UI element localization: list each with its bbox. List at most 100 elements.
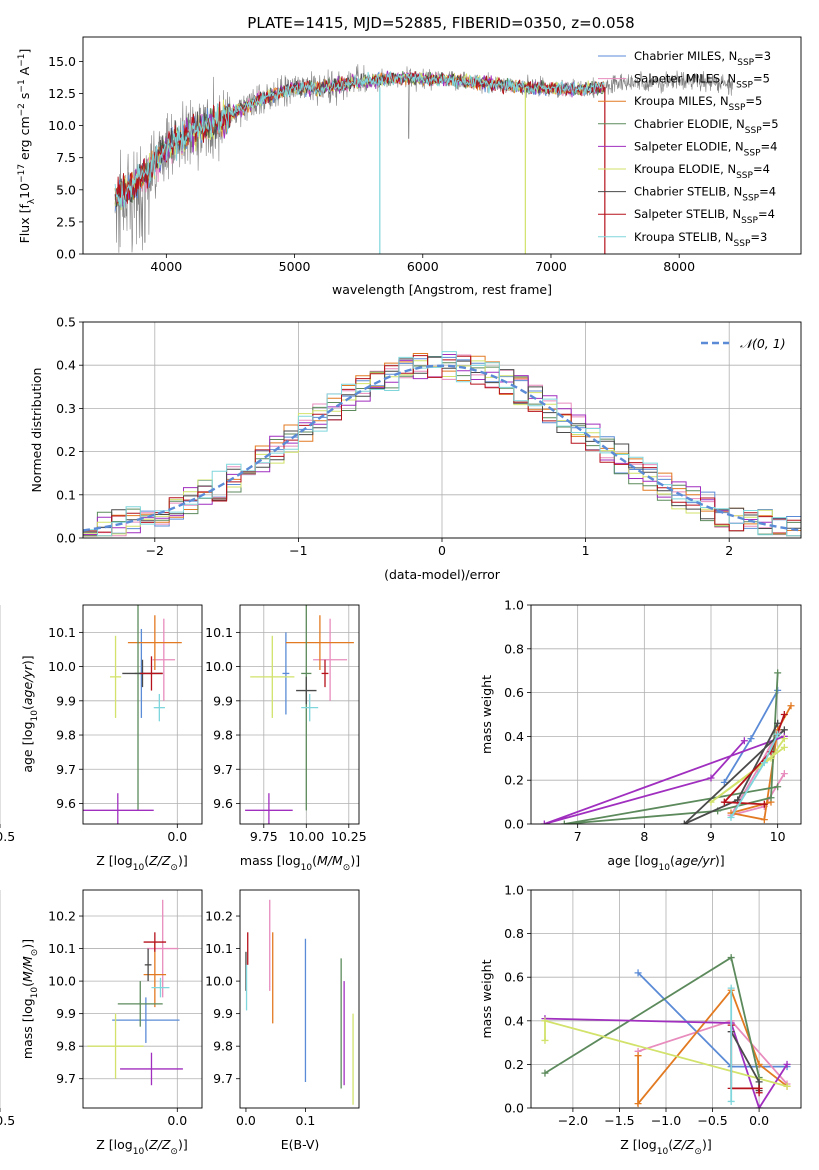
weight-line	[710, 738, 786, 803]
y-tick-label: 10.1	[205, 941, 233, 956]
y-tick-label: 0.4	[504, 729, 524, 744]
axes-frame	[82, 889, 203, 1109]
weight-marker	[774, 730, 782, 738]
legend-entry: Kroupa STELIB, NSSP=3	[634, 230, 767, 249]
x-tick-label: 1	[582, 543, 590, 558]
spectrum-model-kroupa-stelib	[114, 71, 605, 208]
x-tick-label: −2.0	[558, 1113, 588, 1128]
y-tick-label: 0.8	[504, 926, 524, 941]
axes-frame	[239, 889, 360, 1109]
plot-area	[83, 351, 801, 537]
y-tick-label: 12.5	[48, 86, 76, 101]
y-tick-label: 0.2	[504, 1057, 524, 1072]
x-tick-label: −0.5	[0, 1113, 15, 1128]
y-tick-label: 9.9	[213, 693, 233, 708]
weight-marker	[740, 737, 748, 745]
x-tick-label: 8	[640, 829, 648, 844]
y-tick-label: 0.4	[504, 1013, 524, 1028]
x-tick-label: −0.5	[0, 829, 15, 844]
x-tick-label: −0.5	[697, 1113, 727, 1128]
y-tick-label: 9.9	[56, 693, 76, 708]
y-tick-label: 0.6	[504, 685, 524, 700]
y-axis-label: mass weight	[479, 959, 494, 1038]
y-tick-label: 9.7	[213, 762, 233, 777]
weight-marker	[760, 816, 768, 824]
x-tick-label: 0	[438, 543, 446, 558]
axes-frame	[82, 321, 802, 539]
weight-marker	[560, 820, 568, 824]
y-tick-label: 0.4	[56, 358, 76, 373]
weight-line	[683, 722, 785, 824]
axes-frame	[239, 604, 360, 825]
y-tick-label: 0.3	[56, 401, 76, 416]
weight-marker	[783, 1060, 791, 1068]
plot-area	[87, 899, 183, 1086]
legend-entry: Kroupa ELODIE, NSSP=4	[634, 162, 770, 181]
weight-marker	[787, 702, 795, 710]
y-tick-label: 10.1	[48, 941, 76, 956]
y-tick-label: 0.2	[56, 444, 76, 459]
weight-line	[544, 1017, 788, 1108]
x-axis-label: wavelength [Angstrom, rest frame]	[332, 282, 552, 297]
y-tick-label: 1.0	[504, 883, 524, 898]
y-tick-label: 9.7	[213, 1071, 233, 1086]
gaussian-curve	[83, 364, 801, 532]
plot-area	[540, 669, 795, 824]
x-tick-label: −1.0	[651, 1113, 681, 1128]
weight-marker	[747, 735, 755, 743]
chart-mass-EBV: 0.0 0.1 9.7 9.8 9.9 10.0 10.1 10.2	[205, 889, 360, 1128]
y-tick-label: 10.0	[205, 974, 233, 989]
weight-marker	[541, 1036, 549, 1044]
weight-marker	[780, 770, 788, 778]
y-tick-label: 9.7	[56, 762, 76, 777]
y-tick-label: 2.5	[56, 214, 76, 229]
y-tick-label: 9.8	[56, 728, 76, 743]
weight-marker	[774, 783, 782, 791]
y-tick-label: 10.0	[48, 659, 76, 674]
y-tick-label: 10.1	[48, 625, 76, 640]
y-tick-label: 10.1	[205, 625, 233, 640]
axes-frame	[530, 604, 802, 825]
x-tick-label: 7	[574, 829, 582, 844]
y-tick-label: 0.8	[504, 641, 524, 656]
weight-marker	[780, 726, 788, 734]
weight-marker	[720, 798, 728, 806]
y-tick-label: 5.0	[56, 182, 76, 197]
y-tick-label: 9.7	[56, 1071, 76, 1086]
chart-age-Z: −0.5 0.0 9.6 9.7 9.8 9.9 10.0 10.1	[0, 604, 203, 844]
weight-marker	[760, 759, 768, 767]
legend-entry: Salpeter MILES, NSSP=5	[634, 72, 770, 91]
x-tick-label: 7000	[535, 259, 567, 274]
weight-marker	[541, 1069, 549, 1077]
y-tick-label: 10.0	[48, 974, 76, 989]
x-axis-label: Z [log10(Z/Z⊙)]	[96, 853, 187, 873]
plot-area	[245, 899, 354, 1105]
y-tick-label: 9.6	[213, 796, 233, 811]
y-tick-label: 9.6	[56, 796, 76, 811]
x-tick-label: 4000	[150, 259, 182, 274]
y-tick-label: 9.9	[213, 1006, 233, 1021]
weight-marker	[541, 1017, 549, 1025]
chart-spectrum: 4000 5000 6000 7000 8000 0.0 2.5 5.0 7.5 10.0 12.5…	[48, 36, 802, 274]
weight-marker	[634, 969, 642, 977]
y-tick-label: 0.0	[504, 1101, 524, 1116]
y-tick-label: 0.1	[56, 487, 76, 502]
x-axis-label: E(B-V)	[281, 1137, 320, 1152]
y-tick-label: 10.0	[205, 659, 233, 674]
weight-marker	[634, 1052, 642, 1060]
y-tick-label: 1.0	[504, 598, 524, 613]
x-tick-label: 5000	[279, 259, 311, 274]
axes-frame	[530, 889, 802, 1109]
legend-entry: Kroupa MILES, NSSP=5	[634, 94, 762, 113]
weight-marker	[727, 954, 735, 962]
y-tick-label: 9.8	[56, 1039, 76, 1054]
x-tick-label: −1.5	[604, 1113, 634, 1128]
histogram-salpeter-stelib	[83, 355, 801, 534]
figure-title: PLATE=1415, MJD=52885, FIBERID=0350, z=0…	[247, 14, 634, 32]
weight-marker	[755, 1078, 763, 1086]
weight-marker	[780, 735, 788, 743]
legend-entry: Salpeter ELODIE, NSSP=4	[634, 139, 777, 158]
x-tick-label: 6000	[407, 259, 439, 274]
x-axis-label: mass [log10(M/M⊙)]	[240, 853, 360, 873]
